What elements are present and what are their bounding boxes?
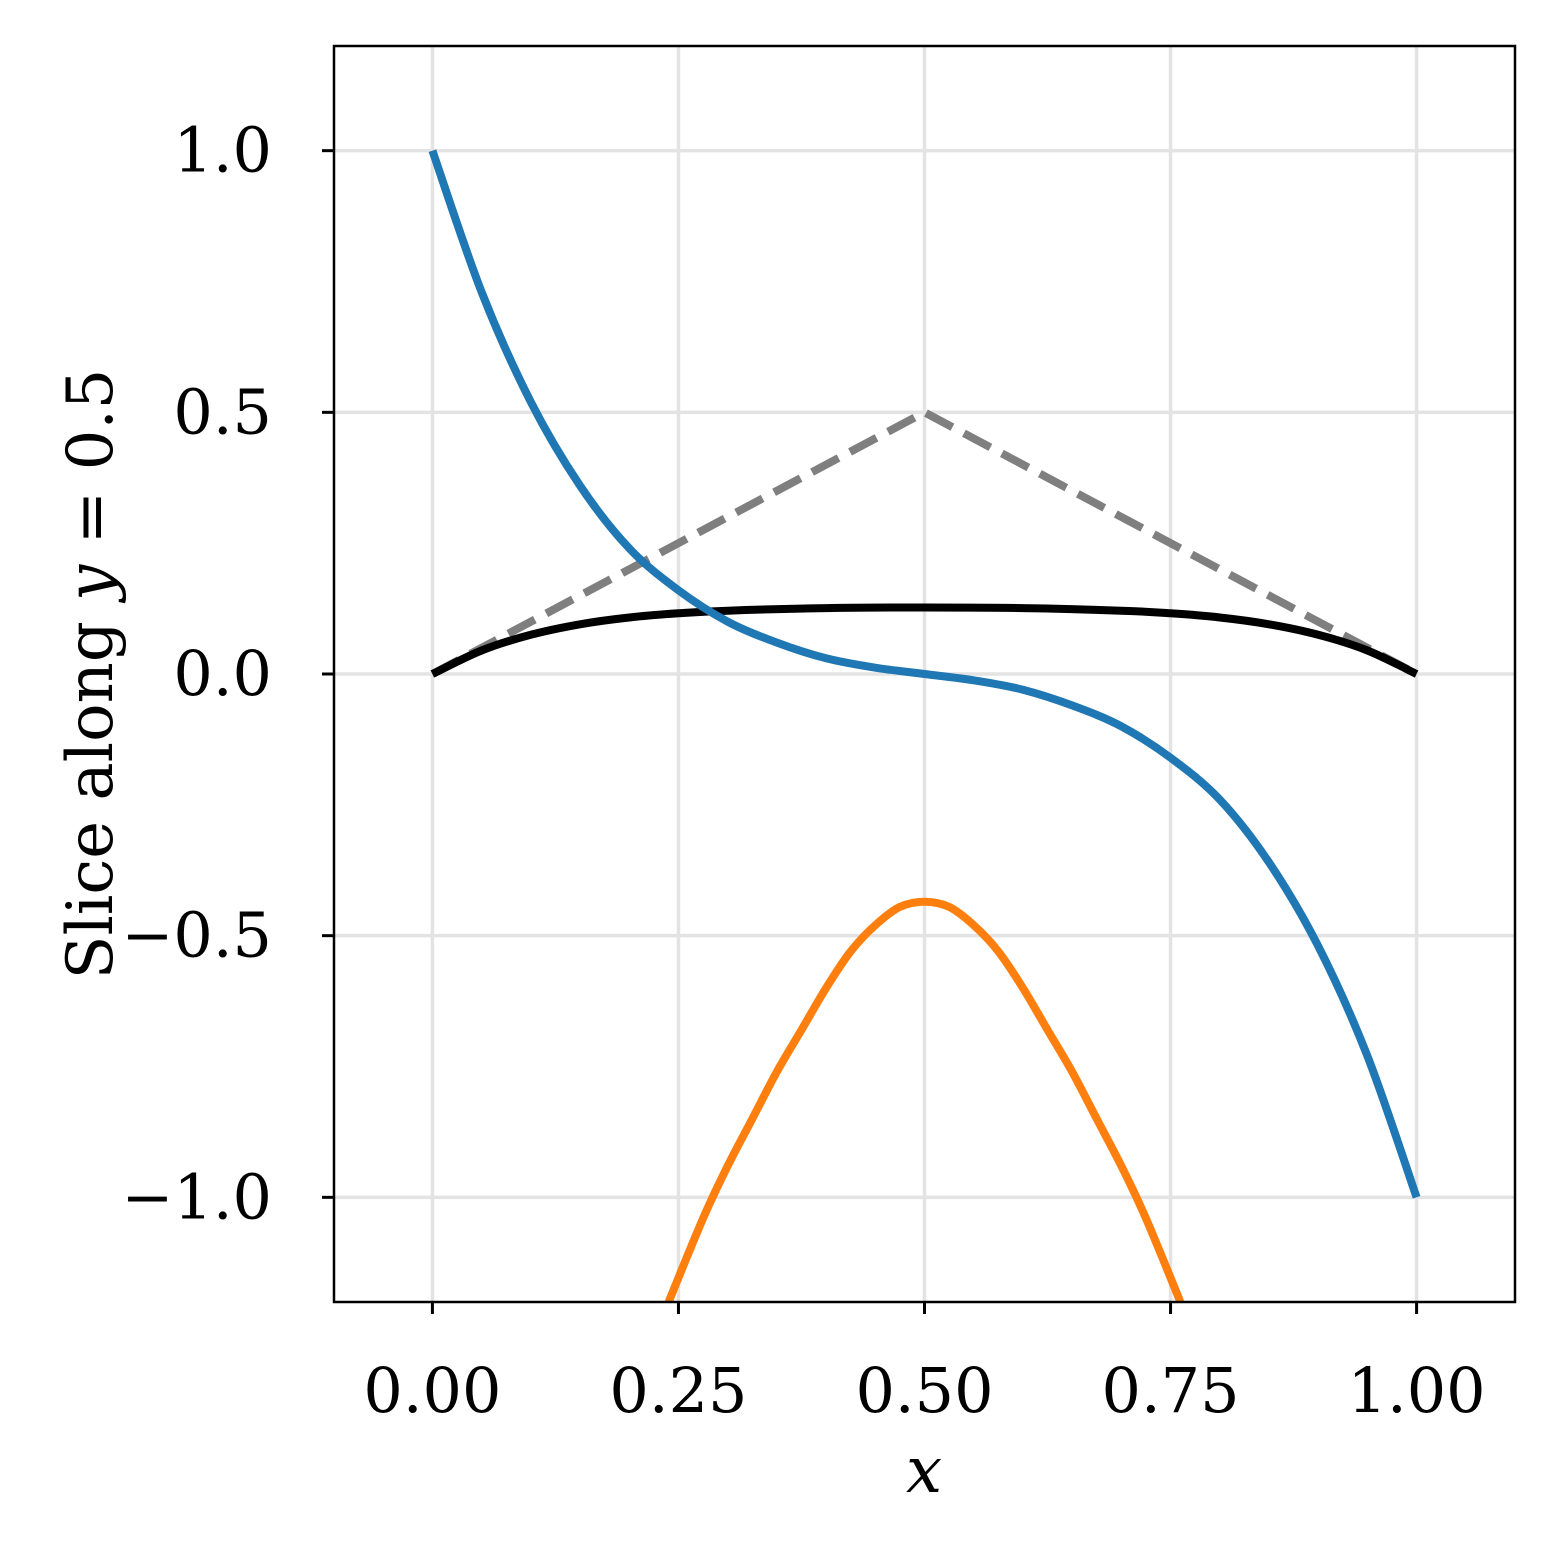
series-line-3 — [664, 897, 1185, 1302]
x-tick-label-1: 0.25 — [609, 1354, 747, 1427]
x-axis-label: x — [906, 1434, 942, 1508]
y-tick-label-0: 1.0 — [173, 114, 272, 187]
y-axis-label: Slice along y = 0.5 — [54, 369, 128, 980]
x-tick-label-3: 0.75 — [1102, 1354, 1240, 1427]
x-tick-label-2: 0.50 — [855, 1354, 993, 1427]
x-tick-label-0: 0.00 — [363, 1354, 501, 1427]
series-line-0 — [430, 408, 1419, 678]
series-layer — [428, 149, 1421, 1302]
x-tick-label-4: 1.00 — [1348, 1354, 1486, 1427]
y-axis-label-prefix: Slice along — [54, 601, 128, 980]
y-tick-label-2: 0.0 — [173, 637, 272, 710]
y-tick-label-1: 0.5 — [173, 375, 272, 448]
y-axis-label-suffix: = 0.5 — [54, 369, 128, 565]
ticks: 0.00 0.25 0.50 0.75 1.00 1.0 0.5 0.0 −0.5 −1.0 — [121, 114, 1485, 1427]
y-tick-label-3: −0.5 — [121, 899, 272, 972]
y-tick-label-4: −1.0 — [121, 1160, 272, 1233]
series-line-2 — [428, 149, 1421, 1199]
series-line-1 — [430, 603, 1419, 678]
y-axis-label-variable: y — [54, 564, 128, 604]
